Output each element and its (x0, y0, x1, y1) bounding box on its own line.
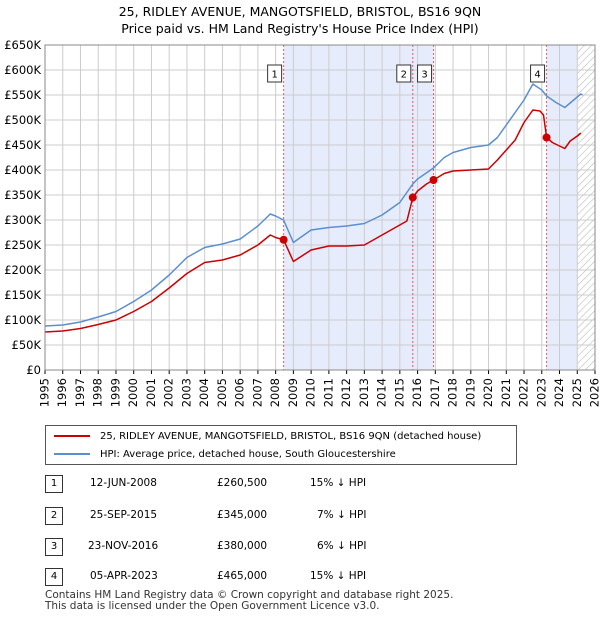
y-tick-label: £150K (4, 288, 41, 302)
sale-row: 4 05-APR-2023 £465,000 15% ↓ HPI (45, 568, 565, 590)
x-tick-label: 2010 (304, 378, 318, 407)
sale-price: £260,500 (217, 477, 268, 489)
attribution-line-1: Contains HM Land Registry data © Crown c… (45, 589, 454, 601)
x-tick-label: 1997 (73, 378, 87, 407)
x-tick-label: 1998 (91, 378, 105, 407)
x-tick-label: 2016 (410, 378, 424, 407)
x-tick-label: 2009 (286, 378, 300, 407)
x-tick-label: 2002 (162, 378, 176, 407)
sale-marker-label: 4 (534, 70, 540, 81)
y-tick-label: £550K (4, 88, 41, 102)
sale-marker-label: 2 (401, 70, 407, 81)
x-tick-label: 2021 (499, 378, 513, 407)
y-tick-label: £0 (26, 363, 41, 377)
sale-marker-box (267, 64, 283, 83)
x-tick-label: 2026 (588, 378, 600, 407)
sale-date: 12-JUN-2008 (90, 477, 157, 489)
sale-price: £380,000 (217, 540, 268, 552)
x-tick-label: 2014 (375, 378, 389, 407)
y-tick-label: £650K (4, 38, 41, 52)
x-tick-label: 2003 (179, 378, 193, 407)
x-tick-label: 2001 (144, 378, 158, 407)
sale-marker-label: 1 (271, 70, 277, 81)
y-tick-label: £100K (4, 313, 41, 327)
x-tick-label: 2007 (250, 378, 264, 407)
x-tick-label: 1999 (108, 378, 122, 407)
x-tick-label: 2025 (570, 378, 584, 407)
y-tick-label: £500K (4, 113, 41, 127)
x-tick-label: 2015 (392, 378, 406, 407)
x-tick-label: 2019 (463, 378, 477, 407)
sale-hpi-diff: 7% ↓ HPI (317, 509, 367, 521)
legend-label-property: 25, RIDLEY AVENUE, MANGOTSFIELD, BRISTOL… (100, 430, 482, 442)
sale-hpi-diff: 15% ↓ HPI (310, 570, 367, 582)
sale-point (542, 133, 551, 142)
sale-marker-badge: 4 (45, 568, 63, 586)
x-tick-label: 2022 (517, 378, 531, 407)
legend-swatch-hpi (54, 453, 90, 455)
sale-row: 2 25-SEP-2015 £345,000 7% ↓ HPI (45, 507, 565, 529)
chart-subtitle: Price paid vs. HM Land Registry's House … (121, 21, 479, 36)
x-tick-label: 2006 (233, 378, 247, 407)
x-tick-label: 2024 (552, 378, 566, 407)
chart-title: 25, RIDLEY AVENUE, MANGOTSFIELD, BRISTOL… (118, 4, 482, 19)
sale-marker-box (396, 64, 412, 83)
sale-point (279, 235, 288, 244)
x-tick-label: 2023 (534, 378, 548, 407)
y-tick-label: £50K (12, 338, 42, 352)
price-chart: 1 2 3 4 £0 £50K £100K £150K £200K £250K £300K £350… (4, 38, 600, 407)
sale-hpi-diff: 6% ↓ HPI (317, 540, 367, 552)
property-price-line (44, 109, 582, 333)
y-tick-label: £400K (4, 163, 41, 177)
x-tick-label: 2011 (321, 378, 335, 407)
x-tick-label: 2013 (357, 378, 371, 407)
y-tick-label: £450K (4, 138, 41, 152)
sale-point (408, 193, 417, 202)
sale-marker-badge: 3 (45, 538, 63, 556)
sale-marker-label: 3 (421, 70, 427, 81)
x-tick-label: 1995 (38, 378, 52, 407)
sale-date: 05-APR-2023 (90, 570, 158, 582)
sale-row: 3 23-NOV-2016 £380,000 6% ↓ HPI (45, 538, 565, 560)
sale-period-shade (283, 45, 434, 370)
sale-period-shade (546, 45, 578, 370)
sale-price: £345,000 (217, 509, 268, 521)
x-tick-label: 1996 (55, 378, 69, 407)
y-tick-label: £350K (4, 188, 41, 202)
sale-hpi-diff: 15% ↓ HPI (310, 477, 367, 489)
sale-date: 23-NOV-2016 (88, 540, 159, 552)
x-tick-label: 2005 (215, 378, 229, 407)
legend-label-hpi: HPI: Average price, detached house, Sout… (100, 448, 396, 460)
x-tick-label: 2020 (481, 378, 495, 407)
legend-swatch-property (54, 435, 90, 437)
attribution-line-2: This data is licensed under the Open Gov… (45, 600, 380, 612)
sale-row: 1 12-JUN-2008 £260,500 15% ↓ HPI (45, 475, 565, 497)
sale-date: 25-SEP-2015 (90, 509, 158, 521)
x-tick-label: 2012 (339, 378, 353, 407)
x-tick-label: 2000 (126, 378, 140, 407)
y-tick-label: £250K (4, 238, 41, 252)
legend-item-property: 25, RIDLEY AVENUE, MANGOTSFIELD, BRISTOL… (54, 428, 481, 444)
sale-marker-badge: 1 (45, 475, 63, 493)
x-tick-label: 2017 (428, 378, 442, 407)
sale-point (429, 176, 438, 184)
legend-item-hpi: HPI: Average price, detached house, Sout… (54, 446, 396, 462)
attribution: Contains HM Land Registry data © Crown c… (45, 590, 453, 612)
x-tick-label: 2004 (197, 378, 211, 407)
plot-frame (44, 44, 596, 371)
sale-price: £465,000 (217, 570, 268, 582)
chart-legend: 25, RIDLEY AVENUE, MANGOTSFIELD, BRISTOL… (45, 425, 517, 465)
sale-marker-box (417, 64, 433, 83)
x-tick-label: 2018 (446, 378, 460, 407)
x-tick-label: 2008 (268, 378, 282, 407)
y-tick-label: £200K (4, 263, 41, 277)
sale-marker-badge: 2 (45, 507, 63, 525)
forecast-hatch (577, 45, 595, 370)
y-tick-label: £300K (4, 213, 41, 227)
hpi-line (44, 83, 583, 327)
sale-marker-box (530, 64, 546, 83)
y-tick-label: £600K (4, 63, 41, 77)
